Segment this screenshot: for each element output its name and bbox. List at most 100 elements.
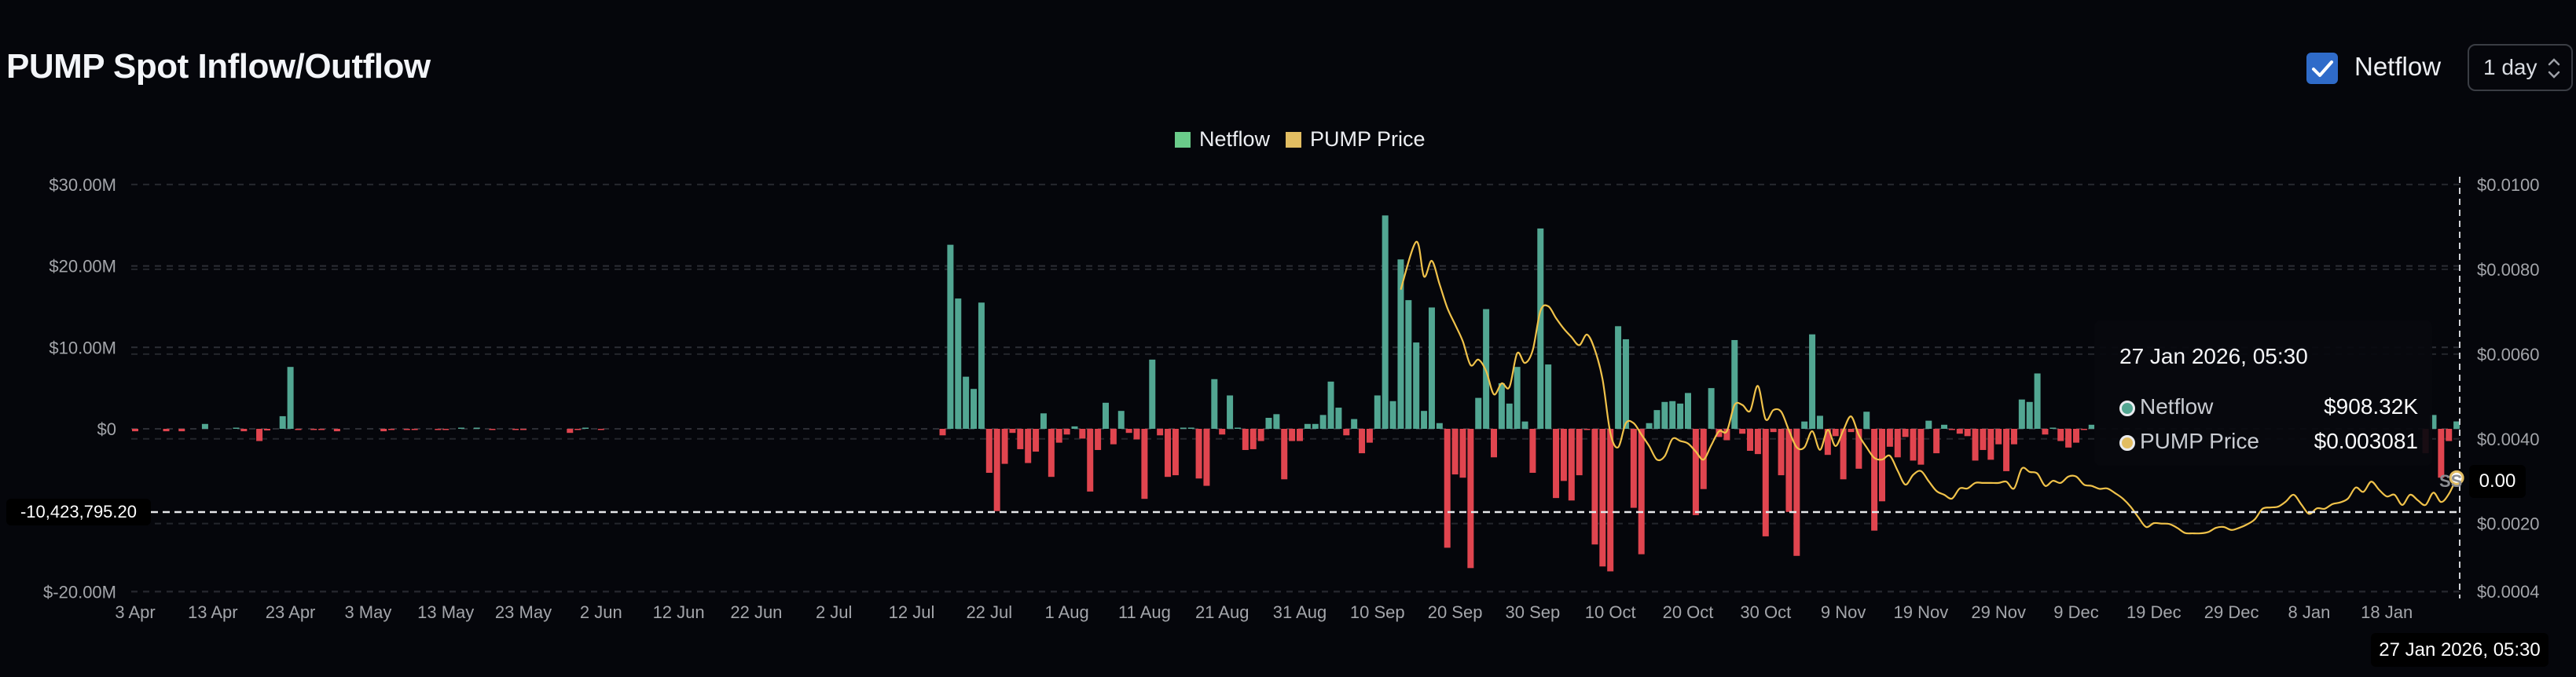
netflow-checkbox[interactable] <box>2306 53 2338 84</box>
outflow-bar[interactable] <box>1366 429 1373 443</box>
inflow-bar[interactable] <box>1941 424 1948 429</box>
inflow-bar[interactable] <box>1506 403 1513 429</box>
inflow-bar[interactable] <box>1180 427 1187 430</box>
outflow-bar[interactable] <box>1762 429 1769 536</box>
outflow-bar[interactable] <box>2438 429 2445 478</box>
inflow-bar[interactable] <box>1319 415 1327 429</box>
inflow-bar[interactable] <box>1653 410 1660 429</box>
outflow-bar[interactable] <box>1824 429 1831 456</box>
inflow-bar[interactable] <box>1382 215 1389 429</box>
inflow-bar[interactable] <box>1475 397 1482 429</box>
inflow-bar[interactable] <box>1040 413 1047 429</box>
outflow-bar[interactable] <box>333 429 340 432</box>
outflow-bar[interactable] <box>1747 429 1754 451</box>
inflow-bar[interactable] <box>1187 427 1194 429</box>
outflow-bar[interactable] <box>1576 429 1583 476</box>
inflow-bar[interactable] <box>955 298 962 429</box>
inflow-bar[interactable] <box>978 302 985 429</box>
inflow-bar[interactable] <box>1374 395 1381 429</box>
outflow-bar[interactable] <box>1894 429 1901 458</box>
outflow-bar[interactable] <box>1980 429 1987 450</box>
outflow-bar[interactable] <box>163 429 170 432</box>
inflow-bar[interactable] <box>1265 418 1272 429</box>
outflow-bar[interactable] <box>1591 429 1598 545</box>
outflow-bar[interactable] <box>985 429 993 473</box>
outflow-bar[interactable] <box>1638 429 1645 554</box>
outflow-bar[interactable] <box>132 429 138 432</box>
inflow-bar[interactable] <box>963 376 970 429</box>
outflow-bar[interactable] <box>1778 429 1785 476</box>
outflow-bar[interactable] <box>1879 429 1885 502</box>
inflow-bar[interactable] <box>2026 401 2033 429</box>
outflow-bar[interactable] <box>1444 429 1451 548</box>
inflow-bar[interactable] <box>1389 401 1396 429</box>
inflow-bar[interactable] <box>1816 415 1823 429</box>
outflow-bar[interactable] <box>310 429 317 430</box>
outflow-bar[interactable] <box>435 429 442 430</box>
outflow-bar[interactable] <box>1141 429 1148 500</box>
outflow-bar[interactable] <box>256 429 263 441</box>
inflow-bar[interactable] <box>1731 339 1738 429</box>
inflow-bar[interactable] <box>1669 401 1676 429</box>
outflow-bar[interactable] <box>939 429 946 436</box>
outflow-bar[interactable] <box>1195 429 1202 479</box>
outflow-bar[interactable] <box>295 429 302 430</box>
outflow-bar[interactable] <box>1987 429 1994 460</box>
inflow-bar[interactable] <box>1661 401 1668 429</box>
outflow-bar[interactable] <box>1917 429 1925 465</box>
outflow-bar[interactable] <box>1219 429 1226 435</box>
inflow-bar[interactable] <box>2034 373 2041 429</box>
outflow-bar[interactable] <box>1568 429 1575 501</box>
inflow-bar[interactable] <box>473 427 480 430</box>
netflow-checkbox-label[interactable]: Netflow <box>2354 52 2442 81</box>
outflow-bar[interactable] <box>1553 429 1560 499</box>
outflow-bar[interactable] <box>2003 429 2010 471</box>
inflow-bar[interactable] <box>1622 338 1629 429</box>
inflow-bar[interactable] <box>1227 395 1234 429</box>
inflow-bar[interactable] <box>1436 423 1443 429</box>
inflow-bar[interactable] <box>2453 421 2460 429</box>
outflow-bar[interactable] <box>1770 429 1777 433</box>
outflow-bar[interactable] <box>1087 429 1094 492</box>
outflow-bar[interactable] <box>1956 429 1963 434</box>
outflow-bar[interactable] <box>2010 429 2017 445</box>
outflow-bar[interactable] <box>1902 429 1909 437</box>
outflow-bar[interactable] <box>1001 429 1008 464</box>
outflow-bar[interactable] <box>1133 429 1140 440</box>
inflow-bar[interactable] <box>1545 364 1552 429</box>
outflow-bar[interactable] <box>1560 429 1567 481</box>
outflow-bar[interactable] <box>1855 429 1862 469</box>
outflow-bar[interactable] <box>1491 429 1497 458</box>
inflow-bar[interactable] <box>1801 421 1808 429</box>
outflow-bar[interactable] <box>993 429 1000 511</box>
outflow-bar[interactable] <box>1785 429 1793 512</box>
outflow-bar[interactable] <box>1848 429 1855 433</box>
outflow-bar[interactable] <box>1110 429 1117 445</box>
outflow-bar[interactable] <box>263 429 270 431</box>
outflow-bar[interactable] <box>567 429 574 434</box>
inflow-bar[interactable] <box>2430 415 2437 429</box>
outflow-bar[interactable] <box>1754 429 1761 455</box>
inflow-bar[interactable] <box>1925 420 1932 429</box>
outflow-bar[interactable] <box>1257 429 1264 441</box>
inflow-bar[interactable] <box>1521 421 1528 429</box>
outflow-bar[interactable] <box>1063 429 1070 435</box>
outflow-bar[interactable] <box>1793 429 1800 556</box>
outflow-bar[interactable] <box>1095 429 1102 450</box>
interval-select[interactable]: 1 day <box>2468 44 2573 91</box>
inflow-bar[interactable] <box>1234 427 1241 430</box>
outflow-bar[interactable] <box>2042 429 2049 435</box>
inflow-bar[interactable] <box>2088 424 2095 429</box>
inflow-bar[interactable] <box>2049 427 2057 430</box>
inflow-bar[interactable] <box>947 244 954 429</box>
outflow-bar[interactable] <box>1583 429 1591 430</box>
outflow-bar[interactable] <box>1157 429 1164 436</box>
inflow-bar[interactable] <box>582 427 589 430</box>
inflow-bar[interactable] <box>1615 326 1622 429</box>
outflow-bar[interactable] <box>1165 429 1172 478</box>
inflow-bar[interactable] <box>1071 426 1078 429</box>
inflow-bar[interactable] <box>1397 259 1404 429</box>
outflow-bar[interactable] <box>1630 429 1637 508</box>
outflow-bar[interactable] <box>1995 429 2002 445</box>
